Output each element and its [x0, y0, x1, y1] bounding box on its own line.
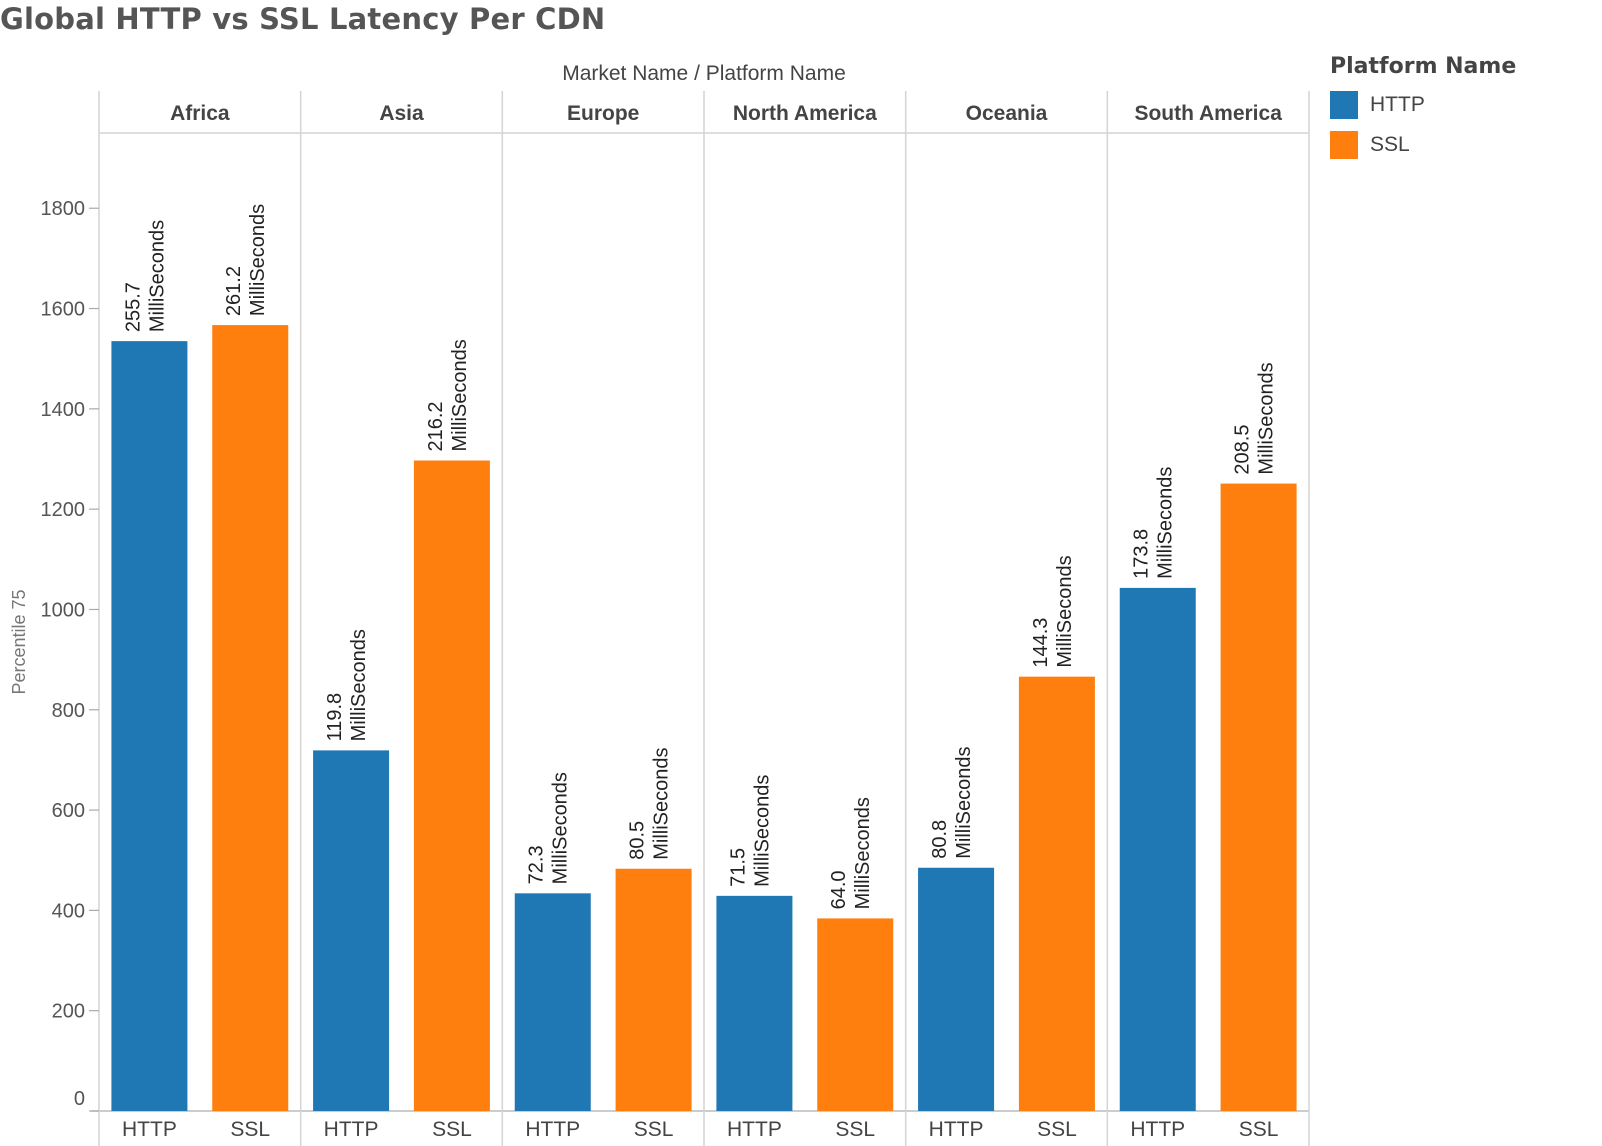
bar-oceania-http	[918, 867, 995, 1111]
x-label-europe-http: HTTP	[525, 1118, 580, 1141]
data-label-unit-oceania-http: MilliSeconds	[953, 746, 975, 858]
y-tick-label-1800: 1800	[41, 198, 86, 220]
legend-label-http: HTTP	[1370, 93, 1425, 116]
group-header-oceania: Oceania	[966, 102, 1048, 125]
bar-asia-ssl	[413, 460, 490, 1111]
data-label-value-south-america-http: 173.8	[1131, 529, 1153, 579]
data-label-value-africa-ssl: 261.2	[223, 266, 245, 316]
y-tick-label-600: 600	[52, 800, 85, 822]
column-header-title: Market Name / Platform Name	[562, 62, 846, 85]
data-label-value-asia-ssl: 216.2	[425, 401, 447, 451]
bar-asia-http	[313, 750, 390, 1111]
bar-europe-http	[514, 893, 591, 1111]
y-tick-label-200: 200	[52, 1001, 85, 1023]
y-tick-label-1600: 1600	[41, 299, 86, 321]
x-label-north-america-http: HTTP	[727, 1118, 782, 1141]
data-label-unit-asia-http: MilliSeconds	[348, 629, 370, 741]
y-tick-label-400: 400	[52, 900, 85, 922]
bar-north-america-ssl	[817, 918, 894, 1111]
y-axis-title: Percentile 75	[9, 589, 29, 694]
data-label-unit-africa-http: MilliSeconds	[146, 220, 168, 332]
legend-item-ssl[interactable]: SSL	[1330, 125, 1516, 165]
legend-swatch-http	[1330, 91, 1358, 119]
x-label-asia-ssl: SSL	[432, 1118, 472, 1141]
data-label-value-europe-ssl: 80.5	[627, 821, 649, 860]
data-label-value-oceania-http: 80.8	[929, 820, 951, 859]
group-header-asia: Asia	[379, 102, 424, 125]
x-label-africa-http: HTTP	[122, 1118, 177, 1141]
data-label-unit-europe-http: MilliSeconds	[550, 772, 572, 884]
y-tick-label-1200: 1200	[41, 499, 86, 521]
x-label-oceania-http: HTTP	[929, 1118, 984, 1141]
x-label-south-america-http: HTTP	[1130, 1118, 1185, 1141]
legend-item-http[interactable]: HTTP	[1330, 85, 1516, 125]
bar-south-america-ssl	[1220, 483, 1297, 1111]
data-label-unit-asia-ssl: MilliSeconds	[449, 339, 471, 451]
x-label-europe-ssl: SSL	[634, 1118, 674, 1141]
group-header-europe: Europe	[567, 102, 639, 125]
data-label-value-north-america-http: 71.5	[727, 848, 749, 887]
data-label-unit-north-america-http: MilliSeconds	[751, 775, 773, 887]
y-tick-label-1000: 1000	[41, 599, 86, 621]
data-label-value-africa-http: 255.7	[122, 282, 144, 332]
data-label-value-asia-http: 119.8	[324, 693, 346, 742]
group-header-africa: Africa	[170, 102, 230, 125]
chart-title: Global HTTP vs SSL Latency Per CDN	[0, 2, 606, 36]
data-label-value-south-america-ssl: 208.5	[1232, 425, 1254, 475]
legend-swatch-ssl	[1330, 131, 1358, 159]
group-header-north-america: North America	[733, 102, 877, 125]
data-label-unit-north-america-ssl: MilliSeconds	[852, 797, 874, 909]
y-tick-label-1400: 1400	[41, 399, 86, 421]
legend-title: Platform Name	[1330, 54, 1517, 79]
bar-africa-http	[111, 341, 188, 1112]
bar-oceania-ssl	[1018, 676, 1095, 1111]
data-label-unit-oceania-ssl: MilliSeconds	[1054, 555, 1076, 667]
y-tick-label-0: 0	[74, 1088, 85, 1110]
legend-label-ssl: SSL	[1370, 133, 1410, 156]
bar-africa-ssl	[212, 325, 289, 1111]
bar-south-america-http	[1119, 587, 1196, 1111]
x-label-africa-ssl: SSL	[230, 1118, 270, 1141]
bar-north-america-http	[716, 895, 793, 1111]
legend: Platform Name HTTP SSL	[1330, 54, 1516, 165]
data-label-unit-africa-ssl: MilliSeconds	[247, 204, 269, 316]
x-label-north-america-ssl: SSL	[835, 1118, 875, 1141]
data-label-unit-south-america-http: MilliSeconds	[1155, 467, 1177, 579]
x-label-asia-http: HTTP	[324, 1118, 379, 1141]
x-label-oceania-ssl: SSL	[1037, 1118, 1077, 1141]
group-header-south-america: South America	[1134, 102, 1282, 125]
x-label-south-america-ssl: SSL	[1239, 1118, 1279, 1141]
data-label-value-oceania-ssl: 144.3	[1030, 618, 1052, 668]
y-tick-label-800: 800	[52, 700, 85, 722]
data-label-value-north-america-ssl: 64.0	[828, 870, 850, 909]
data-label-value-europe-http: 72.3	[526, 845, 548, 884]
bar-europe-ssl	[615, 868, 692, 1111]
data-label-unit-europe-ssl: MilliSeconds	[651, 747, 673, 859]
data-label-unit-south-america-ssl: MilliSeconds	[1256, 362, 1278, 474]
